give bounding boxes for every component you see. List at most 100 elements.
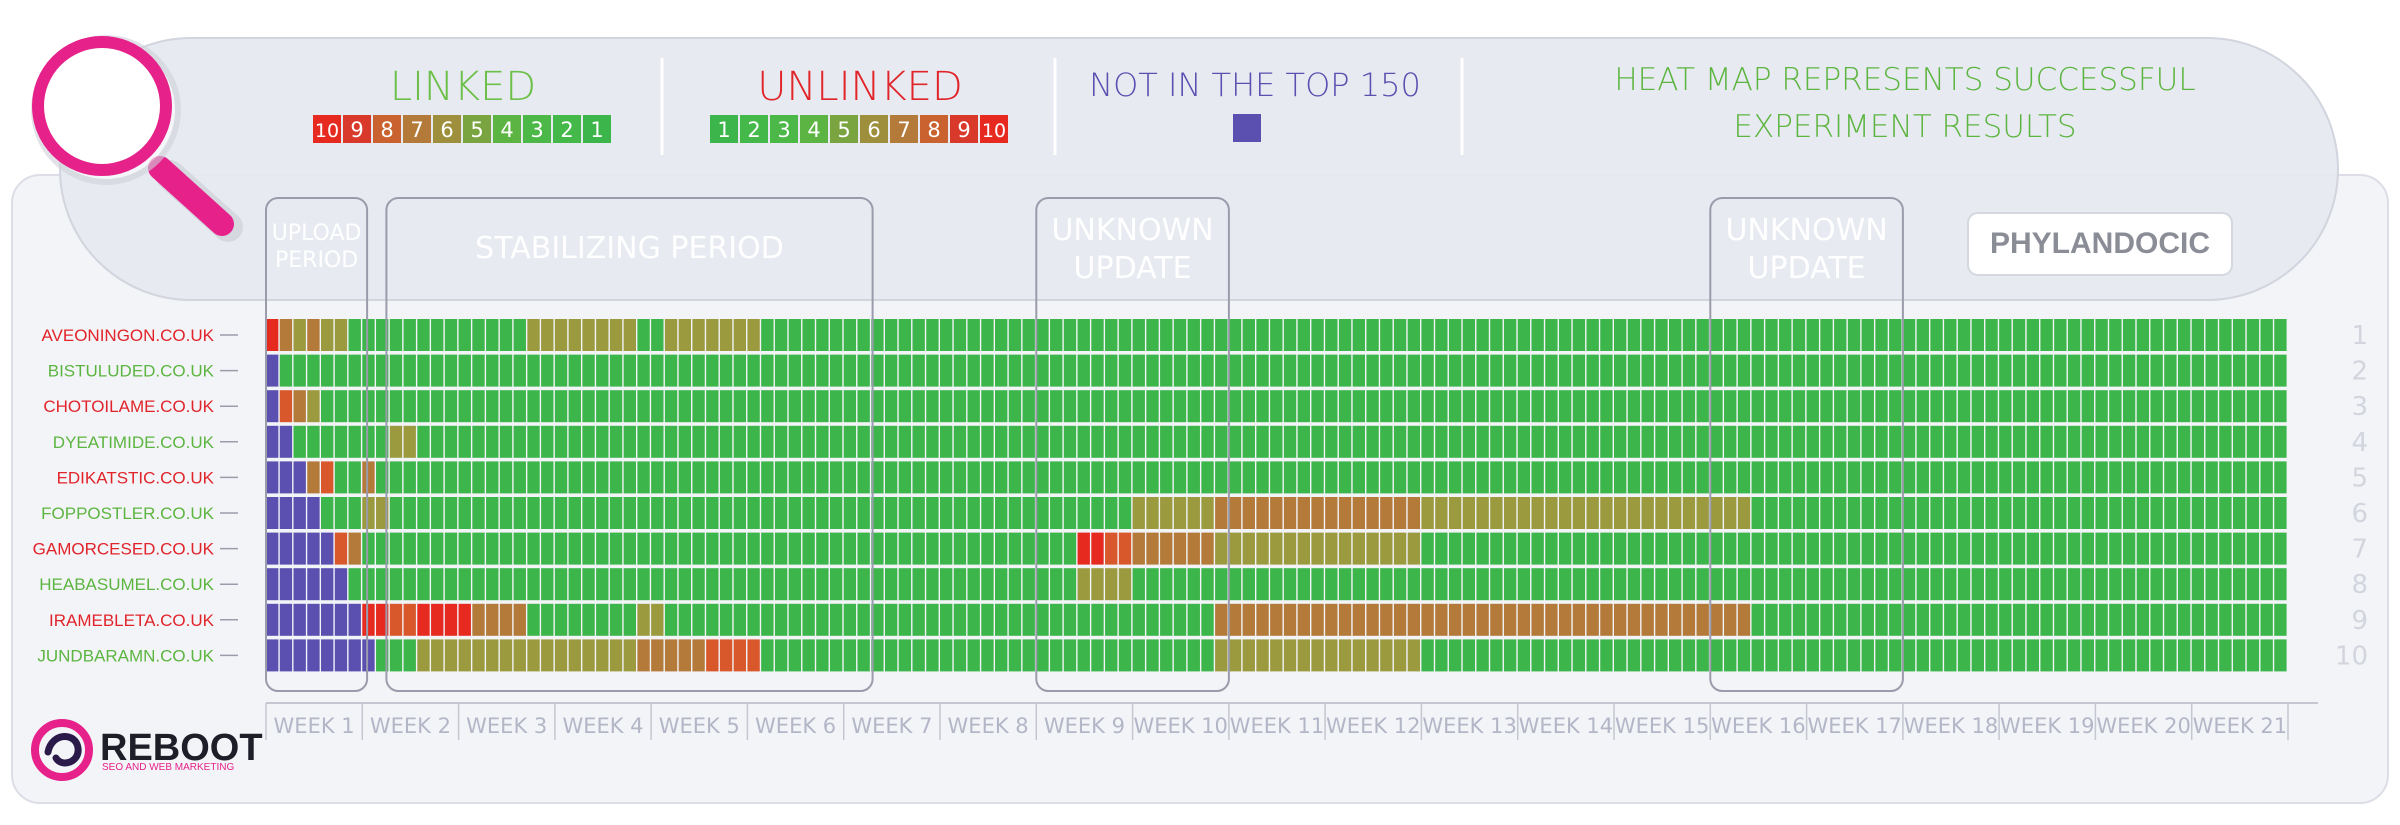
heatmap-cell: [1036, 497, 1049, 529]
heatmap-cell: [1558, 603, 1572, 636]
heatmap-cell: [334, 354, 348, 387]
heatmap-cell: [1737, 354, 1751, 387]
heatmap-cell: [1765, 425, 1778, 458]
heatmap-cell: [1889, 390, 1902, 423]
heatmap-cell: [1283, 603, 1297, 636]
heatmap-cell: [774, 568, 788, 601]
heatmap-cell: [1627, 461, 1641, 494]
heatmap-cell: [1641, 390, 1654, 423]
heatmap-cell: [995, 532, 1008, 565]
heatmap-cell: [1669, 603, 1682, 636]
heatmap-cell: [1352, 639, 1366, 672]
heatmap-cell: [1724, 354, 1737, 387]
heatmap-row: [266, 497, 2287, 529]
heatmap-cell: [1366, 532, 1379, 565]
site-label: CHOTOILAME.CO.UK: [43, 397, 214, 416]
heatmap-cell: [1077, 532, 1090, 565]
heatmap-cell: [926, 603, 939, 636]
heatmap-cell: [2177, 603, 2191, 636]
heatmap-cell: [637, 532, 650, 565]
heatmap-cell: [1957, 390, 1971, 423]
heatmap-cell: [1600, 461, 1613, 494]
heatmap-cell: [1916, 461, 1929, 494]
heatmap-cell: [2219, 603, 2232, 636]
heatmap-cell: [1297, 425, 1310, 458]
heatmap-cell: [829, 639, 843, 672]
legend-note-line1: HEAT MAP REPRESENTS SUCCESSFUL: [1614, 62, 2195, 98]
heatmap-cell: [444, 532, 458, 565]
heatmap-cell: [389, 390, 403, 423]
heatmap-cell: [1050, 603, 1063, 636]
heatmap-cell: [2067, 354, 2081, 387]
heatmap-cell: [2026, 390, 2040, 423]
heatmap-cell: [2205, 568, 2218, 601]
row-number: 5: [2351, 463, 2368, 493]
heatmap-cell: [637, 568, 650, 601]
heatmap-cell: [527, 568, 540, 601]
heatmap-cell: [1751, 532, 1764, 565]
heatmap-cell: [1338, 497, 1352, 529]
heatmap-cell: [1710, 568, 1723, 601]
heatmap-cell: [1242, 390, 1255, 423]
heatmap-cell: [1696, 639, 1709, 672]
heatmap-cell: [1338, 354, 1352, 387]
heatmap-cell: [747, 603, 760, 636]
heatmap-cell: [499, 425, 513, 458]
heatmap-cell: [719, 425, 733, 458]
site-label: GAMORCESED.CO.UK: [33, 540, 215, 559]
heatmap-cell: [2040, 390, 2053, 423]
heatmap-cell: [1655, 532, 1668, 565]
heatmap-cell: [1696, 532, 1709, 565]
heatmap-cell: [2246, 639, 2260, 672]
heatmap-cell: [334, 390, 348, 423]
heatmap-cell: [2040, 639, 2053, 672]
heatmap-cell: [788, 568, 802, 601]
heatmap-cell: [884, 603, 898, 636]
heatmap-cell: [1792, 354, 1806, 387]
heatmap-cell: [816, 497, 829, 529]
heatmap-cell: [2122, 354, 2136, 387]
heatmap-cell: [2040, 354, 2053, 387]
heatmap-cell: [816, 425, 829, 458]
heatmap-cell: [1916, 354, 1929, 387]
heatmap-cell: [995, 390, 1008, 423]
heatmap-cell: [1751, 354, 1764, 387]
heatmap-cell: [1270, 568, 1283, 601]
heatmap-cell: [664, 354, 678, 387]
heatmap-cell: [2040, 603, 2053, 636]
heatmap-cell: [1325, 319, 1338, 351]
heatmap-cell: [1146, 568, 1159, 601]
site-label: FOPPOSTLER.CO.UK: [41, 504, 215, 523]
heatmap-cell: [307, 532, 320, 565]
heatmap-cell: [1270, 532, 1283, 565]
heatmap-cell: [1256, 319, 1269, 351]
heatmap-cell: [2260, 568, 2273, 601]
heatmap-cell: [2246, 603, 2260, 636]
heatmap-cell: [568, 639, 581, 672]
heatmap-cell: [458, 603, 471, 636]
heatmap-cell: [623, 497, 636, 529]
heatmap-cell: [1118, 461, 1132, 494]
heatmap-cell: [1820, 461, 1833, 494]
heatmap-cell: [1765, 354, 1778, 387]
heatmap-cell: [1944, 425, 1957, 458]
heatmap-cell: [596, 532, 609, 565]
heatmap-cell: [2081, 425, 2095, 458]
heatmap-cell: [898, 425, 912, 458]
legend-not-in-top: NOT IN THE TOP 150: [1089, 66, 1421, 142]
heatmap-cell: [898, 354, 912, 387]
heatmap-cell: [1297, 354, 1310, 387]
heatmap-cell: [761, 425, 774, 458]
heatmap-cell: [1614, 390, 1627, 423]
heatmap-cell: [1779, 639, 1792, 672]
heatmap-cell: [1806, 603, 1819, 636]
heatmap-cell: [403, 461, 416, 494]
heatmap-cell: [2164, 497, 2177, 529]
heatmap-cell: [637, 461, 650, 494]
heatmap-cell: [1586, 354, 1599, 387]
heatmap-cell: [1724, 461, 1737, 494]
heatmap-cell: [1531, 319, 1544, 351]
heatmap-cell: [1160, 390, 1173, 423]
heatmap-cell: [1765, 319, 1778, 351]
heatmap-cell: [444, 639, 458, 672]
